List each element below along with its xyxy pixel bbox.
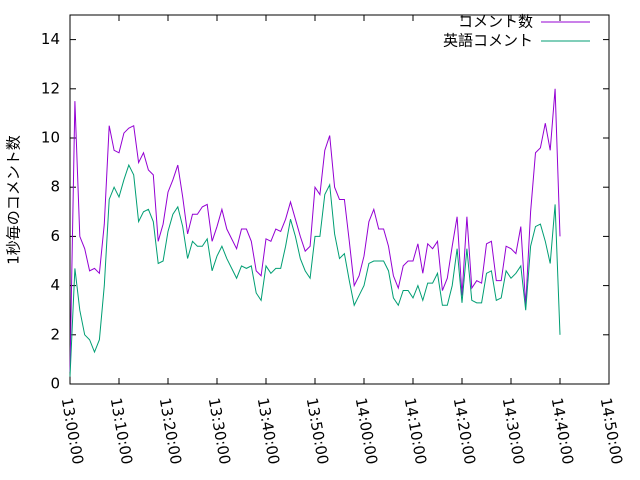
x-tick-label: 13:50:00 [303,396,332,465]
x-tick-label: 14:10:00 [401,396,430,465]
x-tick-label: 13:10:00 [107,396,136,465]
y-tick-label: 6 [50,227,60,245]
legend-label: コメント数 [458,13,533,31]
y-tick-label: 4 [50,276,60,294]
series-line [69,88,561,372]
y-tick-label: 2 [50,325,60,343]
plot-frame [69,14,610,385]
x-tick-label: 14:00:00 [352,396,381,465]
y-tick-label: 8 [50,178,60,196]
x-tick-label: 13:40:00 [254,396,283,465]
y-tick-label: 12 [41,79,60,97]
x-tick-label: 13:20:00 [156,396,185,465]
series-line [69,163,561,377]
x-tick-label: 14:30:00 [499,396,528,465]
y-tick-label: 10 [41,129,60,147]
x-tick-label: 13:00:00 [58,396,87,465]
legend-label: 英語コメント [443,32,533,50]
x-tick-label: 14:20:00 [450,396,479,465]
x-tick-label: 13:30:00 [205,396,234,465]
x-tick-label: 14:50:00 [597,396,626,465]
y-tick-label: 0 [50,375,60,393]
x-tick-label: 14:40:00 [548,396,577,465]
y-tick-label: 14 [41,30,60,48]
y-axis-label: 1秒毎のコメント数 [5,135,23,265]
